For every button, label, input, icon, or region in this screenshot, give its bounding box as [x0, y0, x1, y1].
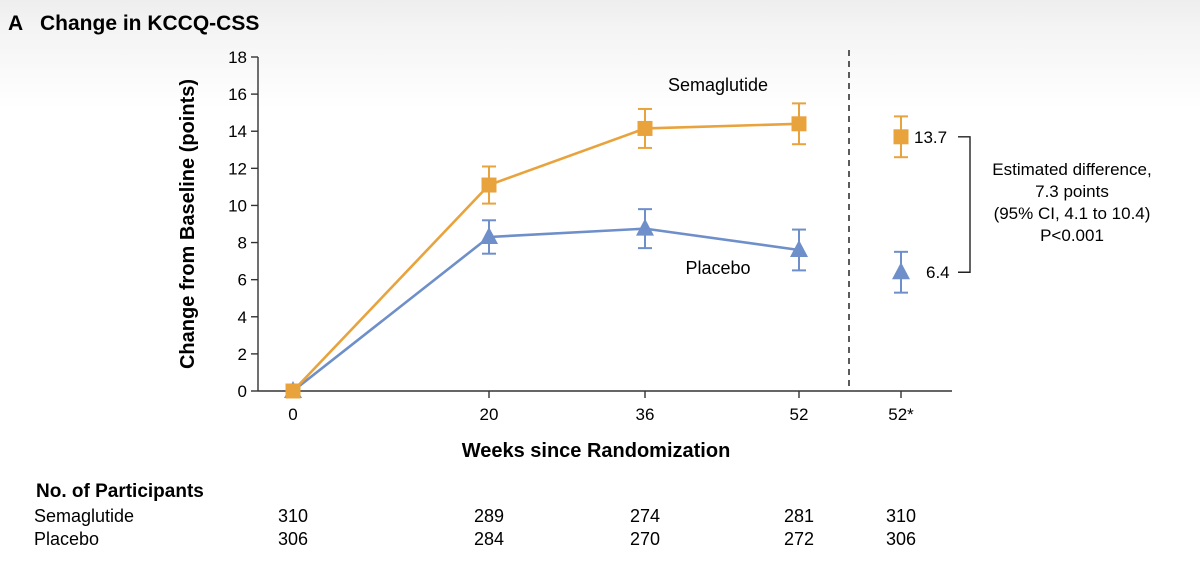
annotation-line: P<0.001 [1040, 226, 1104, 245]
annotation-line: 7.3 points [1035, 182, 1109, 201]
data-point-semaglutide [791, 116, 807, 132]
series-line-placebo [292, 227, 800, 393]
y-axis-label: Change from Baseline (points) [177, 79, 199, 369]
difference-bracket [958, 136, 971, 273]
series-label-semaglutide: Semaglutide [668, 75, 768, 95]
participants-row-label: Placebo [34, 529, 99, 549]
difference-annotation: Estimated difference, 7.3 points (95% CI… [992, 160, 1151, 245]
participants-row-label: Semaglutide [34, 506, 134, 526]
endpoint-value-placebo: 6.4 [926, 263, 950, 282]
participants-cell: 310 [886, 506, 916, 526]
y-tick-label: 0 [238, 382, 247, 401]
data-point-semaglutide [481, 177, 497, 193]
y-tick-label: 10 [228, 196, 247, 215]
y-tick-label: 14 [228, 122, 247, 141]
participants-cell: 284 [474, 529, 504, 549]
x-axis-label: Weeks since Randomization [462, 440, 731, 462]
y-tick-label: 4 [238, 308, 247, 327]
y-axis-ticks: 0 2 4 6 8 10 12 14 16 18 [228, 48, 258, 401]
participants-cells: 310 289 274 281 310 306 284 270 272 306 [278, 506, 916, 549]
axes [257, 57, 952, 392]
panel-title: Change in KCCQ-CSS [40, 12, 259, 35]
data-point-semaglutide [285, 383, 301, 399]
y-tick-label: 2 [238, 345, 247, 364]
annotation-line: Estimated difference, [992, 160, 1151, 179]
y-tick-label: 8 [238, 234, 247, 253]
participants-table: No. of Participants Semaglutide Placebo … [34, 481, 916, 549]
participants-cell: 272 [784, 529, 814, 549]
participants-cell: 289 [474, 506, 504, 526]
annotation-line: (95% CI, 4.1 to 10.4) [994, 204, 1151, 223]
data-point-semaglutide [637, 120, 653, 136]
endpoint-point-semaglutide [893, 129, 909, 145]
participants-cell: 306 [278, 529, 308, 549]
data-point-placebo [480, 226, 498, 244]
participants-cell: 310 [278, 506, 308, 526]
x-tick-label: 36 [636, 405, 655, 424]
series-layer [284, 102, 910, 399]
series-line-semaglutide [292, 122, 800, 392]
participants-cell: 281 [784, 506, 814, 526]
endpoint-point-placebo [892, 262, 910, 280]
x-tick-label: 52 [790, 405, 809, 424]
series-label-placebo: Placebo [685, 258, 750, 278]
x-axis-ticks: 0 20 36 52 52* [288, 391, 914, 424]
participants-heading: No. of Participants [36, 481, 204, 502]
participants-cell: 270 [630, 529, 660, 549]
x-tick-label: 0 [288, 405, 297, 424]
y-tick-label: 12 [228, 159, 247, 178]
y-tick-label: 6 [238, 271, 247, 290]
y-tick-label: 18 [228, 48, 247, 67]
x-tick-label: 20 [480, 405, 499, 424]
y-tick-label: 16 [228, 85, 247, 104]
participants-cell: 306 [886, 529, 916, 549]
panel-letter: A [8, 12, 23, 35]
participants-cell: 274 [630, 506, 660, 526]
data-point-placebo [790, 239, 808, 257]
x-tick-label: 52* [888, 405, 914, 424]
data-point-placebo [636, 218, 654, 236]
endpoint-value-semaglutide: 13.7 [914, 128, 947, 147]
